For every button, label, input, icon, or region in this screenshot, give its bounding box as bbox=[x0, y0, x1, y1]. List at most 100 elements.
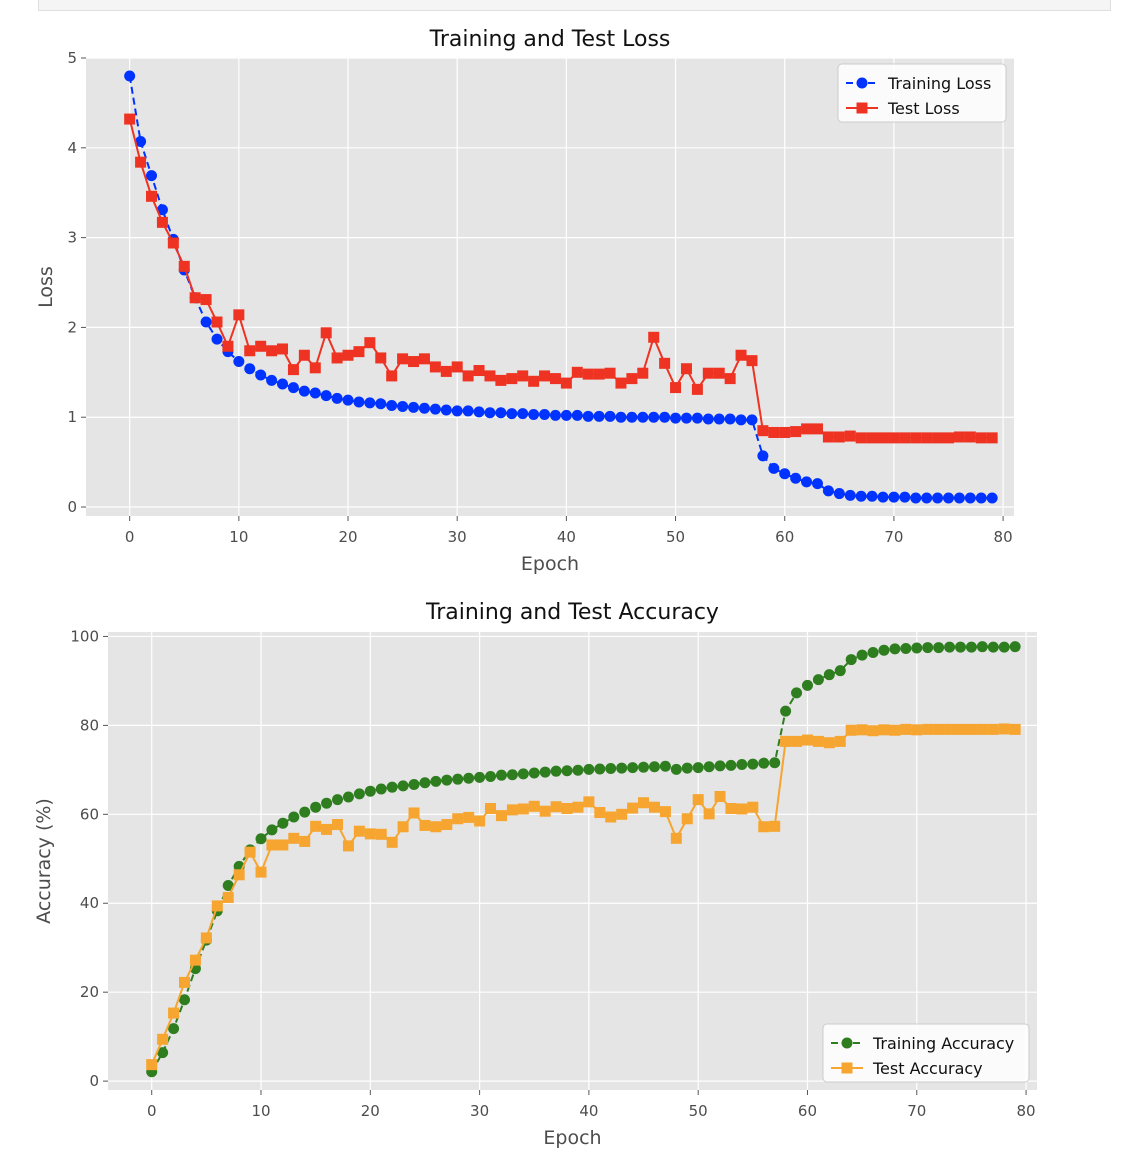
data-point bbox=[473, 406, 485, 418]
data-point bbox=[146, 1059, 158, 1071]
data-point bbox=[495, 407, 507, 419]
data-point bbox=[604, 410, 616, 422]
data-point bbox=[866, 490, 878, 502]
data-point bbox=[626, 373, 638, 385]
data-point bbox=[146, 190, 158, 202]
data-point bbox=[900, 723, 912, 735]
data-point bbox=[353, 825, 365, 837]
accuracy-ticks: 0 10 20 30 40 50 60 70 80 0 20 40 60 80 100 bbox=[70, 627, 1035, 1120]
data-point bbox=[867, 725, 879, 737]
data-point bbox=[867, 646, 879, 658]
data-point bbox=[375, 398, 387, 410]
y-tick-label: 0 bbox=[89, 1072, 99, 1090]
data-point bbox=[211, 316, 223, 328]
data-point bbox=[834, 665, 846, 677]
y-tick-label: 1 bbox=[67, 408, 77, 426]
data-point bbox=[441, 819, 453, 831]
data-point bbox=[703, 761, 715, 773]
data-point bbox=[758, 821, 770, 833]
data-point bbox=[419, 777, 431, 789]
data-point bbox=[168, 1007, 180, 1019]
legend-label: Training Loss bbox=[887, 74, 991, 93]
data-point bbox=[506, 373, 518, 385]
data-point bbox=[757, 425, 769, 437]
legend-marker bbox=[856, 102, 868, 114]
data-point bbox=[605, 811, 617, 823]
data-point bbox=[844, 430, 856, 442]
data-point bbox=[593, 368, 605, 380]
loss-legend: Training Loss Test Loss bbox=[837, 63, 1007, 123]
data-point bbox=[747, 758, 759, 770]
data-point bbox=[823, 669, 835, 681]
data-point bbox=[965, 641, 977, 653]
data-point bbox=[463, 772, 475, 784]
legend-box bbox=[837, 63, 1007, 123]
y-tick-label: 100 bbox=[70, 627, 99, 645]
data-point bbox=[320, 327, 332, 339]
data-point bbox=[856, 724, 868, 736]
data-point bbox=[888, 491, 900, 503]
legend-label: Training Accuracy bbox=[872, 1034, 1014, 1053]
data-point bbox=[517, 768, 529, 780]
data-point bbox=[321, 823, 333, 835]
data-point bbox=[342, 394, 354, 406]
x-tick-label: 40 bbox=[579, 1102, 598, 1120]
data-point bbox=[735, 349, 747, 361]
data-point bbox=[517, 803, 529, 815]
data-point bbox=[801, 679, 813, 691]
data-point bbox=[648, 331, 660, 343]
data-point bbox=[801, 423, 813, 435]
data-point bbox=[747, 801, 759, 813]
data-point bbox=[233, 309, 245, 321]
data-point bbox=[408, 356, 420, 368]
data-point bbox=[549, 409, 561, 421]
data-point bbox=[298, 349, 310, 361]
data-point bbox=[976, 723, 988, 735]
data-point bbox=[932, 432, 944, 444]
data-point bbox=[811, 478, 823, 490]
x-tick-label: 30 bbox=[470, 1102, 489, 1120]
data-point bbox=[648, 761, 660, 773]
data-point bbox=[856, 649, 868, 661]
loss-series bbox=[124, 70, 998, 504]
data-point bbox=[364, 397, 376, 409]
data-point bbox=[397, 821, 409, 833]
data-point bbox=[353, 788, 365, 800]
data-point bbox=[921, 492, 933, 504]
data-point bbox=[714, 791, 726, 803]
x-tick-label: 60 bbox=[798, 1102, 817, 1120]
data-point bbox=[124, 70, 136, 82]
data-point bbox=[222, 340, 234, 352]
data-point bbox=[168, 1023, 180, 1035]
legend-marker bbox=[856, 77, 868, 89]
x-tick-label: 0 bbox=[125, 528, 135, 546]
data-point bbox=[900, 642, 912, 654]
data-point bbox=[495, 769, 507, 781]
data-point bbox=[189, 292, 201, 304]
data-point bbox=[277, 378, 289, 390]
data-point bbox=[899, 432, 911, 444]
legend-label: Test Loss bbox=[887, 99, 960, 118]
x-tick-label: 0 bbox=[147, 1102, 157, 1120]
data-point bbox=[397, 400, 409, 412]
data-point bbox=[616, 808, 628, 820]
data-point bbox=[135, 156, 147, 168]
y-tick-label: 3 bbox=[67, 229, 77, 247]
data-point bbox=[725, 803, 737, 815]
data-point bbox=[179, 994, 191, 1006]
data-point bbox=[637, 411, 649, 423]
data-point bbox=[735, 414, 747, 426]
data-point bbox=[474, 815, 486, 827]
data-point bbox=[200, 294, 212, 306]
data-point bbox=[255, 833, 267, 845]
data-point bbox=[539, 766, 551, 778]
data-point bbox=[736, 803, 748, 815]
data-point bbox=[888, 432, 900, 444]
data-point bbox=[933, 642, 945, 654]
data-point bbox=[626, 411, 638, 423]
data-point bbox=[692, 762, 704, 774]
data-point bbox=[768, 426, 780, 438]
data-point bbox=[560, 377, 572, 389]
accuracy-chart-title: Training and Test Accuracy bbox=[425, 600, 719, 625]
data-point bbox=[550, 765, 562, 777]
